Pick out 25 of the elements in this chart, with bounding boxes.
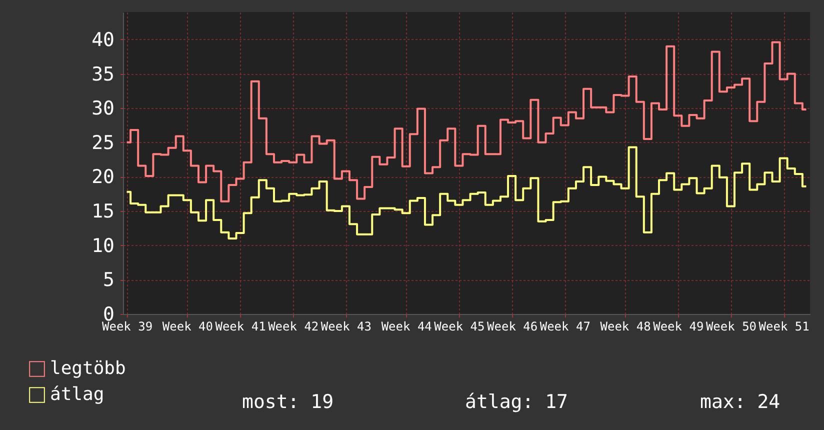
x-tick-label: Week 40 (162, 320, 213, 334)
y-tick-label: 5 (103, 269, 114, 292)
text: átlag: 17 (465, 391, 568, 413)
legend-label: legtöbb (50, 358, 126, 379)
y-tick-label: 40 (92, 28, 114, 51)
y-tick-label: 25 (92, 132, 114, 154)
text: max: 24 (700, 391, 780, 413)
x-tick-label: Week 44 (381, 320, 432, 334)
x-tick-label: Week 51 (758, 320, 810, 334)
x-tick-label: Week 45 (434, 320, 485, 334)
x-tick-label: Week 48 (600, 320, 651, 334)
x-tick-label: Week 47 (540, 320, 590, 334)
x-tick-label: Week 46 (487, 320, 538, 334)
y-tick-label: 35 (92, 63, 114, 86)
x-tick-label: Week 50 (706, 320, 757, 334)
y-tick-label: 10 (92, 234, 114, 257)
x-tick-label: Week 42 (268, 320, 319, 334)
x-tick-label: Week 41 (215, 320, 266, 334)
legend-label: átlag (50, 384, 104, 405)
x-tick-label: Week 49 (653, 320, 704, 334)
y-tick-label: 30 (92, 98, 114, 120)
x-tick-label: Week 43 (320, 320, 372, 334)
y-tick-label: 15 (92, 200, 114, 223)
text: most: 19 (242, 391, 334, 413)
y-tick-label: 20 (92, 166, 114, 188)
